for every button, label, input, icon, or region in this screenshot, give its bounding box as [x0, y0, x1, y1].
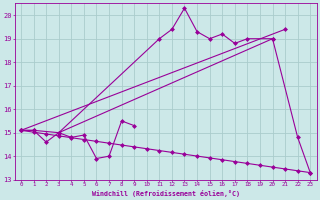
X-axis label: Windchill (Refroidissement éolien,°C): Windchill (Refroidissement éolien,°C): [92, 190, 240, 197]
